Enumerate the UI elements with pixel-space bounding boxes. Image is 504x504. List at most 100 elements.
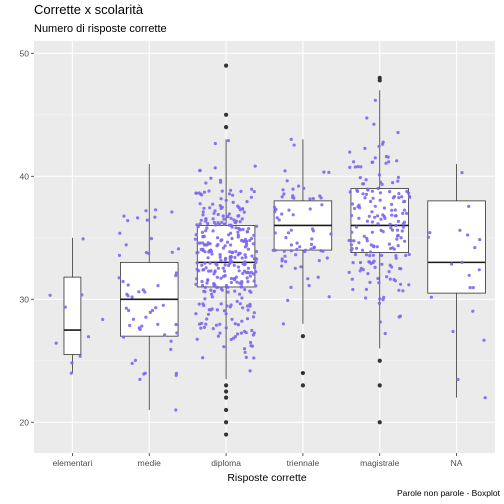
- jitter-point: [226, 139, 230, 143]
- jitter-point: [252, 279, 256, 283]
- jitter-point: [197, 302, 201, 306]
- jitter-point: [240, 285, 244, 289]
- jitter-point: [380, 262, 384, 266]
- jitter-point: [467, 273, 471, 277]
- jitter-point: [156, 284, 160, 288]
- jitter-point: [364, 296, 368, 300]
- jitter-point: [283, 254, 287, 258]
- jitter-point: [222, 309, 226, 313]
- jitter-point: [236, 230, 240, 234]
- jitter-point: [121, 279, 125, 284]
- jitter-point: [122, 214, 126, 218]
- jitter-point: [206, 222, 210, 226]
- jitter-point: [401, 225, 405, 229]
- jitter-point: [213, 166, 217, 170]
- jitter-point: [212, 272, 216, 276]
- jitter-point: [456, 377, 460, 382]
- jitter-point: [201, 356, 205, 360]
- jitter-point: [349, 243, 354, 247]
- jitter-point: [237, 251, 241, 255]
- jitter-point: [248, 274, 252, 278]
- jitter-point: [391, 246, 395, 250]
- jitter-point: [234, 250, 238, 254]
- jitter-point: [379, 228, 383, 232]
- jitter-point: [407, 252, 411, 257]
- jitter-point: [291, 194, 295, 198]
- jitter-point: [396, 179, 400, 183]
- jitter-point: [80, 293, 84, 297]
- jitter-point: [207, 269, 211, 273]
- jitter-point: [203, 261, 207, 265]
- x-tick-label: NA: [451, 458, 463, 468]
- jitter-point: [230, 250, 235, 254]
- jitter-point: [227, 212, 231, 216]
- jitter-point: [380, 253, 384, 257]
- jitter-point: [237, 227, 242, 231]
- jitter-point: [219, 302, 223, 306]
- jitter-point: [394, 254, 398, 258]
- jitter-point: [216, 266, 220, 270]
- jitter-point: [214, 323, 219, 327]
- jitter-point: [385, 275, 389, 279]
- jitter-point: [243, 287, 247, 292]
- jitter-point: [292, 143, 296, 147]
- jitter-point: [348, 190, 352, 194]
- jitter-point: [384, 161, 388, 165]
- jitter-point: [117, 253, 122, 257]
- jitter-point: [225, 240, 230, 244]
- jitter-point: [466, 233, 470, 237]
- jitter-point: [308, 197, 312, 201]
- jitter-point: [307, 284, 311, 288]
- jitter-point: [309, 242, 314, 246]
- jitter-point: [221, 214, 225, 218]
- jitter-point: [390, 213, 394, 217]
- jitter-point: [356, 165, 360, 169]
- jitter-point: [353, 165, 357, 169]
- jitter-point: [311, 197, 315, 201]
- jitter-point: [401, 211, 405, 215]
- jitter-point: [203, 290, 207, 294]
- jitter-point: [391, 181, 395, 185]
- jitter-point: [294, 253, 298, 257]
- x-tick-label: medie: [138, 458, 161, 468]
- jitter-point: [299, 265, 303, 269]
- jitter-point: [364, 253, 369, 257]
- jitter-point: [221, 266, 225, 270]
- jitter-point: [201, 210, 205, 214]
- jitter-point: [174, 322, 178, 327]
- jitter-point: [368, 280, 372, 284]
- jitter-point: [273, 205, 277, 209]
- jitter-point: [202, 325, 206, 329]
- jitter-point: [370, 210, 374, 214]
- jitter-point: [245, 200, 249, 204]
- jitter-point: [245, 230, 249, 234]
- jitter-point: [350, 247, 354, 251]
- jitter-point: [153, 215, 157, 219]
- y-tick-label: 20: [20, 417, 30, 427]
- jitter-point: [394, 256, 398, 260]
- jitter-point: [309, 247, 313, 251]
- jitter-point: [170, 250, 174, 254]
- jitter-point: [133, 358, 137, 362]
- jitter-point: [352, 239, 356, 243]
- jitter-point: [244, 244, 248, 248]
- jitter-point: [245, 317, 250, 321]
- jitter-point: [194, 191, 198, 195]
- jitter-point: [230, 225, 234, 229]
- jitter-point: [238, 220, 242, 224]
- jitter-point: [358, 260, 363, 265]
- jitter-point: [403, 239, 407, 243]
- jitter-point: [367, 260, 371, 264]
- jitter-point: [170, 210, 174, 214]
- jitter-point: [200, 279, 204, 284]
- jitter-point: [471, 309, 475, 313]
- jitter-point: [329, 232, 333, 236]
- jitter-point: [378, 198, 382, 202]
- jitter-point: [251, 242, 255, 246]
- jitter-point: [242, 239, 246, 243]
- jitter-point: [397, 192, 401, 196]
- jitter-point: [377, 301, 381, 305]
- jitter-point: [221, 246, 226, 250]
- jitter-point: [380, 182, 384, 186]
- jitter-point: [388, 222, 392, 226]
